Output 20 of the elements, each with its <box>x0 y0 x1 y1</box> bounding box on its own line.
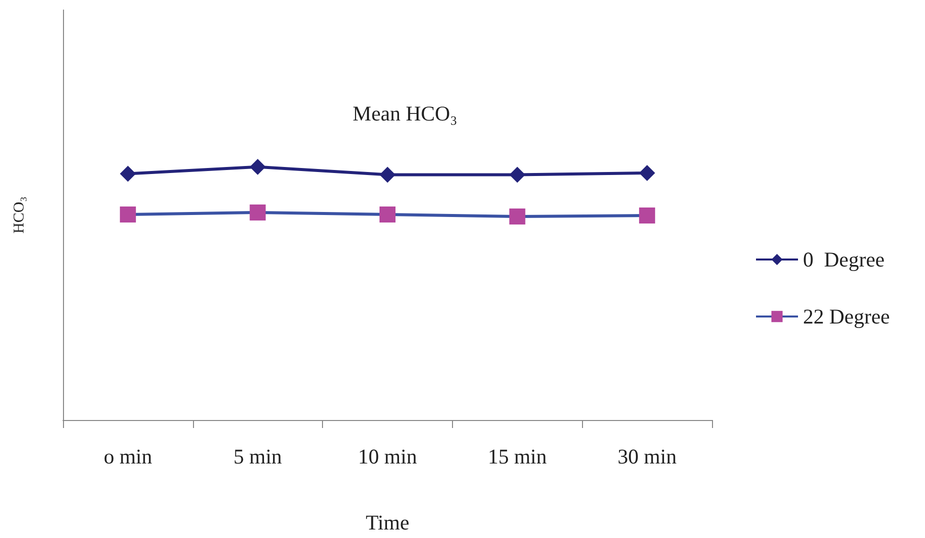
point <box>380 206 396 222</box>
point <box>639 164 656 181</box>
y-axis-title: HCO₃ <box>12 196 28 234</box>
point <box>509 208 526 225</box>
point <box>250 204 266 220</box>
x-tick-label: 30 min <box>618 444 678 468</box>
legend-label: 22 Degree <box>803 304 890 328</box>
point <box>120 166 136 182</box>
x-tick-label: 10 min <box>358 444 418 468</box>
x-tick-label: 15 min <box>488 444 548 468</box>
point <box>250 158 266 175</box>
point <box>509 166 526 183</box>
point <box>120 206 136 222</box>
point <box>639 208 656 224</box>
x-axis-title: Time <box>366 510 410 534</box>
point <box>380 166 396 183</box>
chart-title: Mean HCO₃ <box>352 102 458 126</box>
legend-label: 0 Degree <box>803 248 885 272</box>
x-tick-label: o min <box>104 444 153 468</box>
x-tick-label: 5 min <box>233 444 282 468</box>
